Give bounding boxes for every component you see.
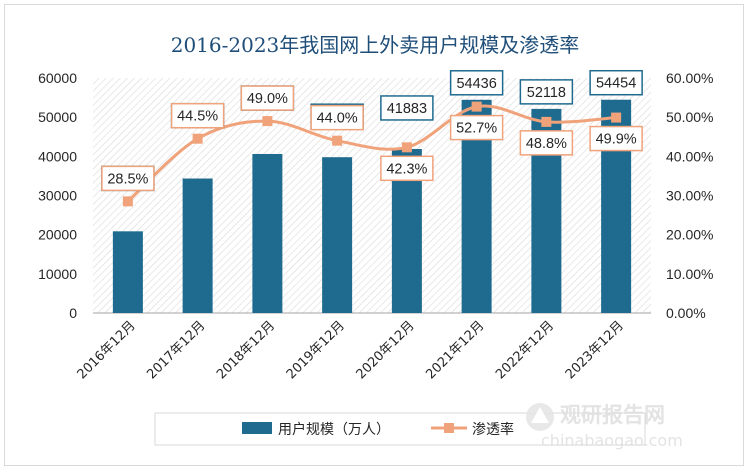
line-data-label: 48.8% <box>526 136 567 152</box>
line-marker <box>332 135 343 146</box>
bar-label-box <box>449 70 504 96</box>
category-label: 2017年12月 <box>144 318 208 382</box>
line-data-label: 42.3% <box>386 161 427 177</box>
legend-line-marker <box>444 423 454 433</box>
bar <box>112 231 143 313</box>
line-label-box <box>449 114 504 141</box>
y-right-tick-label: 50.00% <box>666 109 713 125</box>
y-left-tick-label: 40000 <box>38 148 77 164</box>
line-data-labels: 28.5% 44.5% 49.0% 44.0% 42.3% 52.7% 48.8% 49.9% <box>101 85 643 192</box>
legend-bar-label: 用户规模（万人） <box>278 421 390 438</box>
line-marker <box>401 142 412 153</box>
line-label-box <box>170 102 225 129</box>
y-right-tick-label: 40.00% <box>666 148 713 164</box>
y-right-tick-label: 20.00% <box>666 227 713 243</box>
line-data-label: 49.0% <box>247 91 288 107</box>
legend-box <box>154 412 646 446</box>
watermark-text: 观研报告网 <box>560 403 665 427</box>
line-label-box <box>589 125 643 152</box>
line-marker <box>262 116 273 127</box>
watermark-logo-icon <box>526 403 554 431</box>
line-marker <box>541 116 552 127</box>
y-left-tick-label: 30000 <box>38 188 77 204</box>
bar <box>182 178 213 313</box>
y-right-tick-label: 30.00% <box>666 188 713 204</box>
category-label: 2016年12月 <box>75 318 139 382</box>
chart-title: 2016-2023年我国网上外卖用户规模及渗透率 <box>171 33 580 57</box>
line-data-label: 52.7% <box>456 121 497 137</box>
line-data-label: 44.5% <box>177 109 218 125</box>
y-right-tick-label: 60.00% <box>666 70 713 86</box>
bar <box>252 153 283 313</box>
y-left-axis: 0 10000 20000 30000 40000 50000 60000 <box>38 70 77 321</box>
bar-label-box <box>380 95 434 121</box>
y-left-tick-label: 50000 <box>38 109 77 125</box>
y-right-tick-label: 10.00% <box>666 266 713 282</box>
category-label: 2018年12月 <box>214 318 278 382</box>
line-data-label: 28.5% <box>107 171 148 187</box>
y-left-tick-label: 10000 <box>38 266 77 282</box>
bar <box>322 157 353 313</box>
legend-line-label: 渗透率 <box>472 421 514 438</box>
y-left-tick-label: 60000 <box>38 70 77 86</box>
y-left-tick-label: 20000 <box>38 227 77 243</box>
category-label: 2020年12月 <box>354 318 418 382</box>
bar-data-label: 52118 <box>527 85 566 101</box>
category-label: 2022年12月 <box>493 318 557 382</box>
legend-bar-swatch <box>242 422 272 434</box>
line-marker <box>611 112 622 123</box>
bar-label-box <box>519 79 574 105</box>
line-data-label: 49.9% <box>596 132 637 148</box>
line-label-box <box>101 165 155 192</box>
watermark: 观研报告网 chinabaogao.com <box>526 403 683 450</box>
line-label-box <box>519 130 574 156</box>
category-label: 2019年12月 <box>284 318 348 382</box>
watermark-url: chinabaogao.com <box>541 431 683 450</box>
y-right-tick-label: 0.00% <box>666 305 706 321</box>
line-series <box>122 101 622 207</box>
line-marker <box>471 101 482 112</box>
bar-label-box <box>589 69 643 96</box>
bar-data-label: 54454 <box>596 76 636 92</box>
category-axis-labels: 2016年12月 2017年12月 2018年12月 2019年12月 2020年12月… <box>75 318 627 382</box>
y-left-tick-label: 0 <box>69 305 77 321</box>
line-data-label: 44.0% <box>317 111 358 127</box>
bar-data-label: 54436 <box>456 76 496 92</box>
line-label-box <box>380 155 434 182</box>
line-marker <box>122 196 133 207</box>
y-right-axis: 0.00% 10.00% 20.00% 30.00% 40.00% 50.00% 60.00… <box>666 70 713 321</box>
line-label-box <box>240 85 295 111</box>
line-marker <box>192 133 203 144</box>
category-label: 2023年12月 <box>563 318 627 382</box>
category-label: 2021年12月 <box>423 318 487 382</box>
line-label-box <box>310 104 364 131</box>
bar-data-label: 41883 <box>387 101 427 117</box>
